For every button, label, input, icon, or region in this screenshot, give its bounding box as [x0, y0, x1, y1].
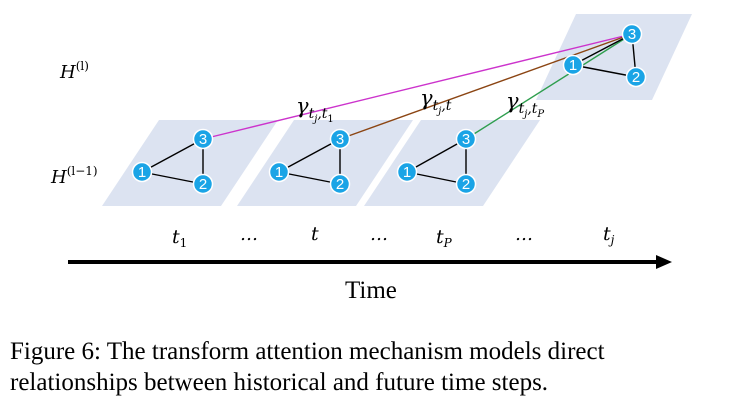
svg-text:1: 1 — [275, 164, 283, 181]
graph-tj: 1 2 3 — [562, 23, 647, 88]
svg-text:3: 3 — [199, 131, 207, 148]
figure-caption: Figure 6: The transform attention mechan… — [10, 338, 605, 396]
gamma-label-t1: γtj,t1 — [296, 94, 334, 125]
node-1: 1 — [131, 161, 153, 183]
gamma-label-tp: γtj,tP — [506, 89, 544, 120]
node-2: 2 — [455, 173, 477, 195]
svg-text:2: 2 — [632, 69, 640, 86]
node-2: 2 — [329, 173, 351, 195]
time-label-tj: tj — [603, 223, 615, 247]
svg-text:2: 2 — [336, 176, 344, 193]
graph-t1: 1 2 3 — [131, 128, 214, 195]
ellipsis-1: … — [240, 224, 258, 245]
svg-text:3: 3 — [628, 26, 636, 43]
node-3: 3 — [455, 128, 477, 150]
svg-text:2: 2 — [199, 176, 207, 193]
plane-tp — [364, 120, 540, 206]
node-3: 3 — [329, 128, 351, 150]
gamma-label-t: γtj,t — [420, 86, 452, 117]
svg-text:3: 3 — [462, 131, 470, 148]
svg-text:1: 1 — [569, 57, 577, 74]
time-label-t1: t1 — [172, 226, 187, 250]
svg-text:1: 1 — [403, 164, 411, 181]
svg-text:3: 3 — [336, 131, 344, 148]
layer-label-upper: H(l) — [59, 59, 89, 83]
graph-t: 1 2 3 — [268, 128, 351, 195]
node-3: 3 — [621, 23, 643, 45]
planes — [102, 14, 692, 206]
time-label-tp: tP — [436, 226, 453, 250]
attention-line-t — [339, 33, 633, 140]
node-1: 1 — [562, 54, 584, 76]
graph-tp: 1 2 3 — [396, 128, 477, 195]
node-3: 3 — [192, 128, 214, 150]
attention-line-t1 — [202, 33, 633, 140]
node-2: 2 — [625, 66, 647, 88]
svg-text:2: 2 — [462, 176, 470, 193]
attention-lines — [202, 33, 633, 140]
plane-tj — [536, 14, 692, 100]
layer-label-lower: H(l−1) — [50, 164, 98, 188]
attention-line-tp — [465, 33, 633, 140]
ellipsis-2: … — [370, 224, 388, 245]
time-axis-label: Time — [345, 277, 397, 304]
time-axis-arrow — [68, 255, 672, 269]
node-1: 1 — [396, 161, 418, 183]
svg-text:1: 1 — [138, 164, 146, 181]
plane-t — [237, 120, 413, 206]
time-label-t: t — [311, 223, 319, 245]
plane-t1 — [102, 120, 278, 206]
ellipsis-3: … — [515, 224, 533, 245]
node-1: 1 — [268, 161, 290, 183]
node-2: 2 — [192, 173, 214, 195]
